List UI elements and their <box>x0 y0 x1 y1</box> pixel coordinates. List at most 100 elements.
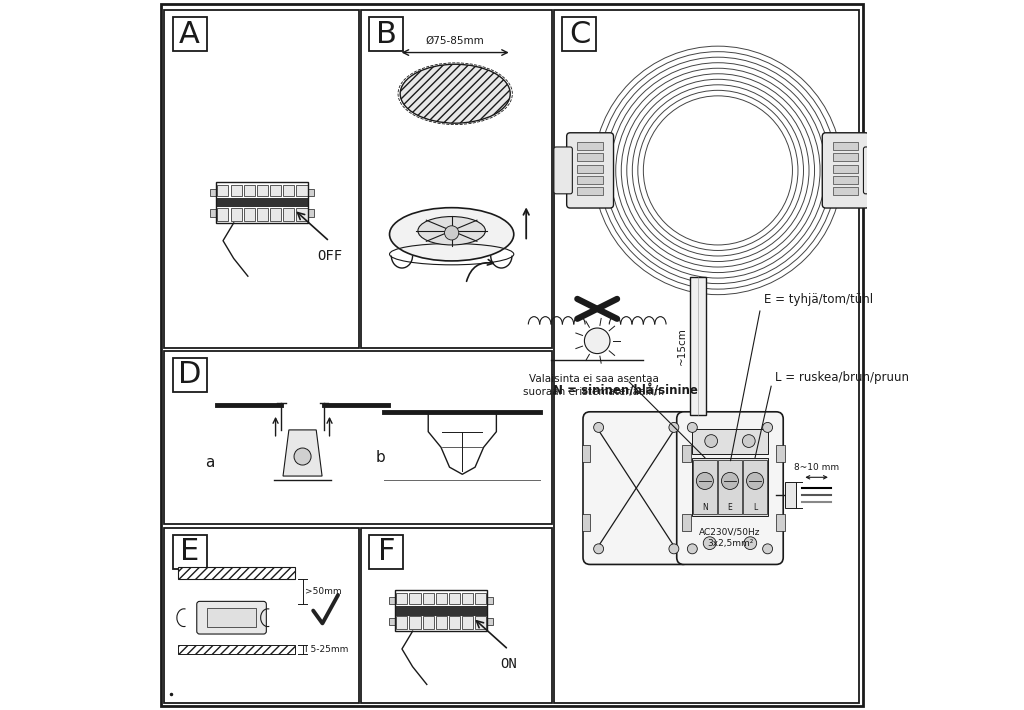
Bar <box>562 17 597 51</box>
Ellipse shape <box>389 207 514 261</box>
Bar <box>230 185 242 196</box>
FancyBboxPatch shape <box>863 147 882 194</box>
Bar <box>582 514 590 531</box>
Text: C: C <box>568 20 590 48</box>
Bar <box>395 590 487 631</box>
Bar <box>389 618 395 625</box>
Bar <box>207 608 256 627</box>
Bar <box>217 207 228 221</box>
Bar <box>423 593 434 604</box>
Bar <box>833 165 858 173</box>
Text: b: b <box>376 450 385 466</box>
Bar <box>210 189 216 196</box>
Bar <box>578 153 603 161</box>
Bar <box>833 153 858 161</box>
Bar <box>164 10 359 348</box>
Bar <box>682 514 691 531</box>
Text: Valaisinta ei saa asentaa
suoraan eristemateriaaliin.: Valaisinta ei saa asentaa suoraan eriste… <box>523 374 665 398</box>
Text: OFF: OFF <box>317 248 342 263</box>
Bar <box>389 597 395 604</box>
Text: E = tyhjä/tom/tühl: E = tyhjä/tom/tühl <box>764 293 873 306</box>
Bar <box>487 618 493 625</box>
Circle shape <box>669 544 679 554</box>
Bar <box>833 142 858 150</box>
Circle shape <box>294 448 311 465</box>
Bar <box>436 616 446 629</box>
Text: 8~10 mm: 8~10 mm <box>794 463 839 471</box>
Bar <box>395 606 487 616</box>
Bar <box>173 535 207 569</box>
Bar <box>578 165 603 173</box>
Text: L: L <box>753 503 757 513</box>
Circle shape <box>722 472 738 489</box>
Text: E: E <box>180 537 200 566</box>
Ellipse shape <box>400 64 510 124</box>
Circle shape <box>746 472 764 489</box>
Text: N: N <box>702 503 708 513</box>
Bar <box>164 351 553 524</box>
Bar <box>578 176 603 184</box>
Bar <box>475 616 486 629</box>
Bar <box>776 514 784 531</box>
Text: a: a <box>206 455 215 471</box>
FancyBboxPatch shape <box>822 133 869 208</box>
Circle shape <box>444 226 459 240</box>
Bar <box>690 277 706 415</box>
Bar <box>173 358 207 392</box>
Text: Ø75-85mm: Ø75-85mm <box>426 36 484 45</box>
Text: B: B <box>376 20 396 48</box>
Bar <box>462 593 473 604</box>
Bar <box>244 207 255 221</box>
Bar <box>216 198 308 207</box>
Bar <box>462 616 473 629</box>
Bar <box>178 645 296 654</box>
Bar <box>270 185 282 196</box>
Bar <box>776 445 784 462</box>
Circle shape <box>594 544 603 554</box>
Bar <box>297 185 307 196</box>
Text: D: D <box>178 361 202 389</box>
Text: AC230V/50Hz
3x2,5mm²: AC230V/50Hz 3x2,5mm² <box>699 528 761 548</box>
Bar <box>297 207 307 221</box>
Text: E: E <box>728 503 732 513</box>
Bar <box>449 616 460 629</box>
Bar <box>718 460 741 514</box>
Circle shape <box>687 544 697 554</box>
Bar <box>487 597 493 604</box>
Bar <box>210 209 216 217</box>
Text: F: F <box>378 537 395 566</box>
Text: N = sininen/blå/sinine: N = sininen/blå/sinine <box>553 384 698 397</box>
Circle shape <box>669 422 679 432</box>
Bar <box>743 460 767 514</box>
Bar <box>360 10 553 348</box>
Bar <box>360 528 553 703</box>
Text: L = ruskea/brun/pruun: L = ruskea/brun/pruun <box>775 371 908 384</box>
Text: ON: ON <box>500 657 517 671</box>
Bar <box>370 17 403 51</box>
Bar <box>578 187 603 195</box>
Bar <box>410 616 421 629</box>
Circle shape <box>743 537 757 550</box>
Circle shape <box>763 422 772 432</box>
Bar <box>230 207 242 221</box>
Text: >50mm: >50mm <box>305 587 342 596</box>
Bar <box>554 10 859 703</box>
FancyBboxPatch shape <box>566 133 613 208</box>
Bar <box>244 185 255 196</box>
Bar <box>270 207 282 221</box>
Bar <box>178 567 296 579</box>
Bar <box>692 458 768 515</box>
Bar <box>582 445 590 462</box>
Bar <box>284 207 294 221</box>
FancyBboxPatch shape <box>197 601 266 634</box>
Bar <box>173 17 207 51</box>
Circle shape <box>696 472 714 489</box>
FancyBboxPatch shape <box>554 147 572 194</box>
Bar <box>370 535 403 569</box>
Bar <box>308 189 314 196</box>
Bar <box>578 142 603 150</box>
Bar <box>308 209 314 217</box>
Bar <box>833 187 858 195</box>
Circle shape <box>594 422 603 432</box>
Polygon shape <box>283 430 323 476</box>
